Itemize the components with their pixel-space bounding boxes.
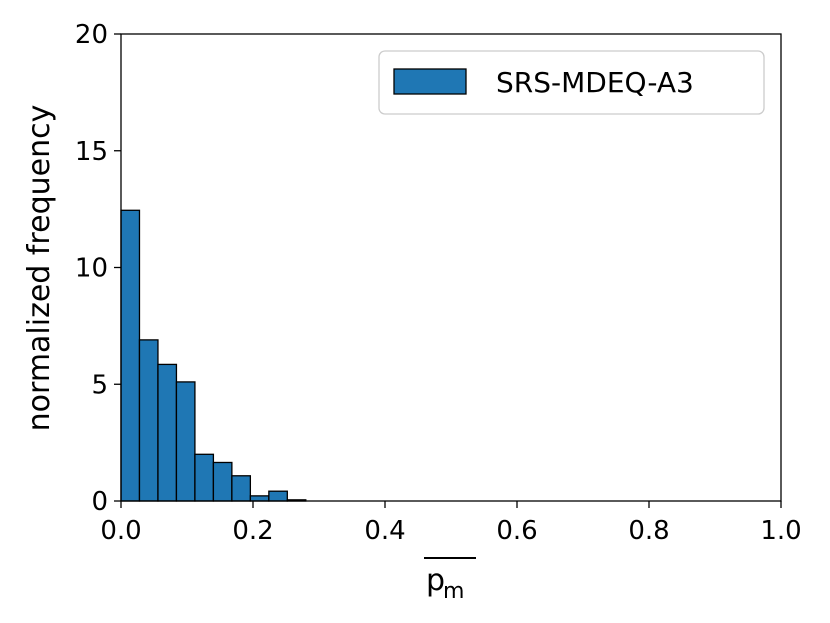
y-tick-label: 20 [75, 20, 108, 50]
y-tick-label: 5 [91, 370, 108, 400]
legend-entry-label: SRS-MDEQ-A3 [496, 66, 694, 99]
bars-group [120, 209, 307, 502]
x-tick-label: 1.0 [760, 516, 801, 546]
y-axis-label: normalized frequency [22, 105, 57, 432]
legend-box [378, 50, 765, 115]
y-tick-label: 10 [75, 254, 108, 284]
histogram-bar [212, 461, 233, 502]
x-tick-label: 0.4 [364, 516, 405, 546]
histogram-bar [194, 453, 215, 502]
x-axis-label-subscript: m [443, 579, 464, 604]
histogram-bar [249, 495, 270, 502]
x-axis-ticks: 0.0 0.2 0.4 0.6 0.8 1.0 [100, 501, 802, 546]
x-tick-label: 0.2 [232, 516, 273, 546]
legend-swatch [393, 68, 467, 95]
histogram-bar [157, 363, 178, 502]
legend: SRS-MDEQ-A3 [378, 50, 765, 115]
x-tick-label: 0.6 [496, 516, 537, 546]
x-tick-label: 0.8 [628, 516, 669, 546]
histogram-bar [231, 475, 252, 502]
histogram-bar [138, 339, 159, 502]
histogram-bar [175, 381, 196, 502]
histogram-bar [268, 490, 288, 502]
y-tick-label: 0 [91, 487, 108, 517]
x-axis-label-base: p [426, 563, 445, 598]
x-tick-label: 0.0 [100, 516, 141, 546]
y-axis-ticks: 0 5 10 15 20 [75, 20, 121, 517]
y-tick-label: 15 [75, 137, 108, 167]
histogram-bar [120, 209, 141, 502]
x-axis-label: p m [424, 557, 476, 604]
